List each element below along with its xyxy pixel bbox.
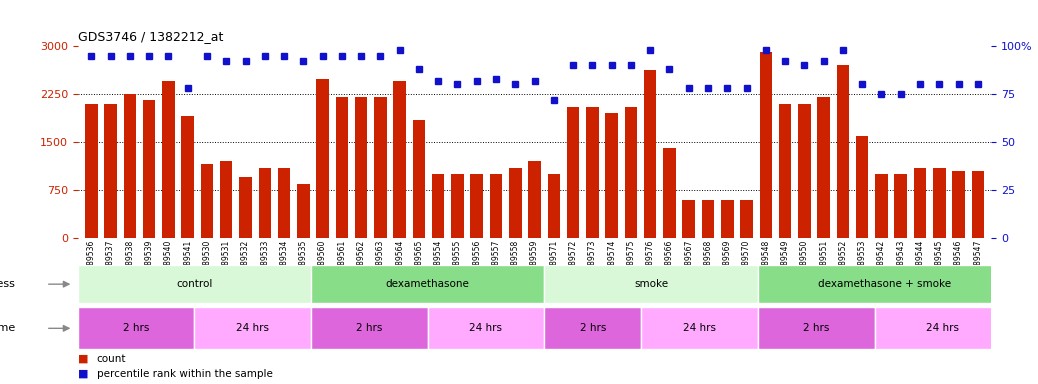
Text: stress: stress xyxy=(0,279,16,289)
Bar xyxy=(625,107,637,238)
Bar xyxy=(239,177,252,238)
Bar xyxy=(758,307,875,349)
Bar xyxy=(124,94,136,238)
Bar xyxy=(317,79,329,238)
Bar xyxy=(220,161,233,238)
Text: 24 hrs: 24 hrs xyxy=(469,323,502,333)
Bar xyxy=(528,161,541,238)
Bar xyxy=(162,81,174,238)
Text: 2 hrs: 2 hrs xyxy=(356,323,383,333)
Bar xyxy=(194,307,311,349)
Bar xyxy=(374,97,387,238)
Bar xyxy=(895,174,907,238)
Bar xyxy=(952,171,964,238)
Bar xyxy=(509,168,521,238)
Text: 2 hrs: 2 hrs xyxy=(579,323,606,333)
Bar xyxy=(355,97,367,238)
Bar xyxy=(605,113,618,238)
Text: 24 hrs: 24 hrs xyxy=(237,323,269,333)
Text: time: time xyxy=(0,323,16,333)
Bar xyxy=(544,307,641,349)
Text: GDS3746 / 1382212_at: GDS3746 / 1382212_at xyxy=(78,30,223,43)
Bar xyxy=(913,168,926,238)
Bar xyxy=(933,168,946,238)
Text: 2 hrs: 2 hrs xyxy=(803,323,829,333)
Bar xyxy=(258,168,271,238)
Bar xyxy=(278,168,291,238)
Bar xyxy=(452,174,464,238)
Bar xyxy=(78,265,311,303)
Text: control: control xyxy=(176,279,213,289)
Bar xyxy=(428,307,544,349)
Bar xyxy=(702,200,714,238)
Bar xyxy=(143,101,156,238)
Bar xyxy=(297,184,309,238)
Text: smoke: smoke xyxy=(634,279,668,289)
Bar xyxy=(567,107,579,238)
Text: dexamethasone + smoke: dexamethasone + smoke xyxy=(818,279,951,289)
Bar xyxy=(470,174,483,238)
Bar xyxy=(972,171,984,238)
Bar xyxy=(644,70,656,238)
Bar xyxy=(311,265,544,303)
Bar xyxy=(641,307,758,349)
Bar xyxy=(490,174,502,238)
Text: count: count xyxy=(97,354,126,364)
Bar xyxy=(758,265,1011,303)
Bar xyxy=(778,104,791,238)
Bar xyxy=(721,200,734,238)
Bar xyxy=(760,53,772,238)
Text: 24 hrs: 24 hrs xyxy=(926,323,959,333)
Bar xyxy=(856,136,869,238)
Bar xyxy=(393,81,406,238)
Bar xyxy=(740,200,753,238)
Bar xyxy=(548,174,561,238)
Bar xyxy=(413,120,426,238)
Bar xyxy=(78,307,194,349)
Bar xyxy=(335,97,348,238)
Text: 24 hrs: 24 hrs xyxy=(683,323,716,333)
Text: 2 hrs: 2 hrs xyxy=(122,323,149,333)
Bar xyxy=(182,116,194,238)
Bar xyxy=(837,65,849,238)
Bar xyxy=(432,174,444,238)
Bar xyxy=(682,200,695,238)
Bar xyxy=(875,174,887,238)
Bar xyxy=(544,265,758,303)
Bar xyxy=(817,97,830,238)
Bar xyxy=(586,107,599,238)
Bar xyxy=(875,307,1011,349)
Bar xyxy=(311,307,428,349)
Text: ■: ■ xyxy=(78,354,88,364)
Bar xyxy=(798,104,811,238)
Bar xyxy=(200,164,213,238)
Text: ■: ■ xyxy=(78,369,88,379)
Text: percentile rank within the sample: percentile rank within the sample xyxy=(97,369,272,379)
Bar xyxy=(663,149,676,238)
Bar xyxy=(105,104,117,238)
Bar xyxy=(85,104,98,238)
Text: dexamethasone: dexamethasone xyxy=(386,279,469,289)
